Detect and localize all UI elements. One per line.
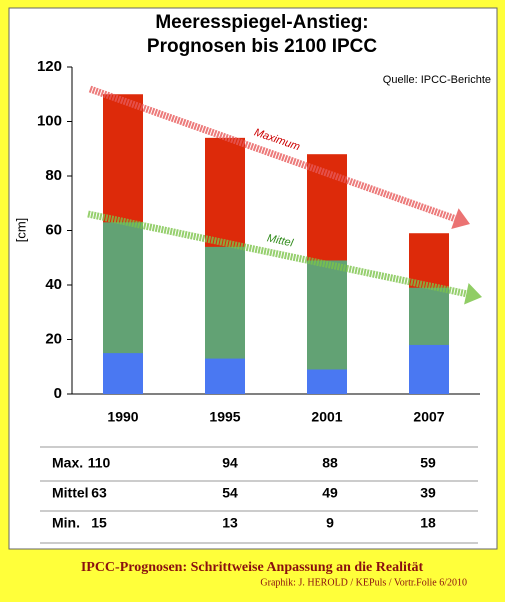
x-tick-label: 1995	[209, 409, 240, 425]
y-tick-label: 20	[45, 330, 62, 347]
table-cell: 54	[222, 485, 238, 501]
table-cell: 18	[420, 515, 436, 531]
y-tick-label: 60	[45, 221, 62, 238]
y-tick-label: 80	[45, 167, 62, 184]
x-tick-label: 1990	[107, 409, 138, 425]
table-row-label: Mittel	[52, 485, 89, 501]
y-tick-label: 120	[37, 58, 62, 75]
x-tick-label: 2007	[413, 409, 444, 425]
table-cell: 63	[91, 485, 107, 501]
chart-subtitle: Prognosen bis 2100 IPCC	[147, 36, 377, 57]
table-cell: 9	[326, 515, 334, 531]
table-cell: 110	[88, 455, 111, 471]
x-tick-label: 2001	[311, 409, 342, 425]
mittel-arrow	[87, 210, 468, 298]
table-cell: 94	[222, 455, 238, 471]
table-cell: 39	[420, 485, 436, 501]
bar	[307, 369, 347, 394]
footer-caption: IPCC-Prognosen: Schrittweise Anpassung a…	[81, 560, 424, 575]
footer-credit: Graphik: J. HEROLD / KEPuls / Vortr.Foli…	[260, 577, 467, 588]
bar	[409, 344, 449, 394]
chart-title: Meeresspiegel-Anstieg:	[155, 12, 368, 33]
y-axis-label: [cm]	[13, 218, 28, 243]
bar	[205, 358, 245, 394]
table-cell: 59	[420, 455, 436, 471]
mittel-arrow-head	[464, 282, 482, 305]
y-tick-label: 40	[45, 276, 62, 293]
bar	[103, 353, 143, 394]
table-cell: 13	[222, 515, 238, 531]
table-row-label: Min.	[52, 515, 80, 531]
table-cell: 88	[322, 455, 338, 471]
table-cell: 15	[91, 515, 107, 531]
source-note: Quelle: IPCC-Berichte	[383, 74, 491, 86]
table-cell: 49	[322, 485, 338, 501]
y-tick-label: 100	[37, 112, 62, 129]
maximum-arrow-head	[451, 208, 470, 230]
maximum-arrow	[88, 85, 457, 222]
table-row-label: Max.	[52, 455, 83, 471]
y-tick-label: 0	[54, 385, 62, 402]
annotation: Mittel	[266, 232, 295, 249]
